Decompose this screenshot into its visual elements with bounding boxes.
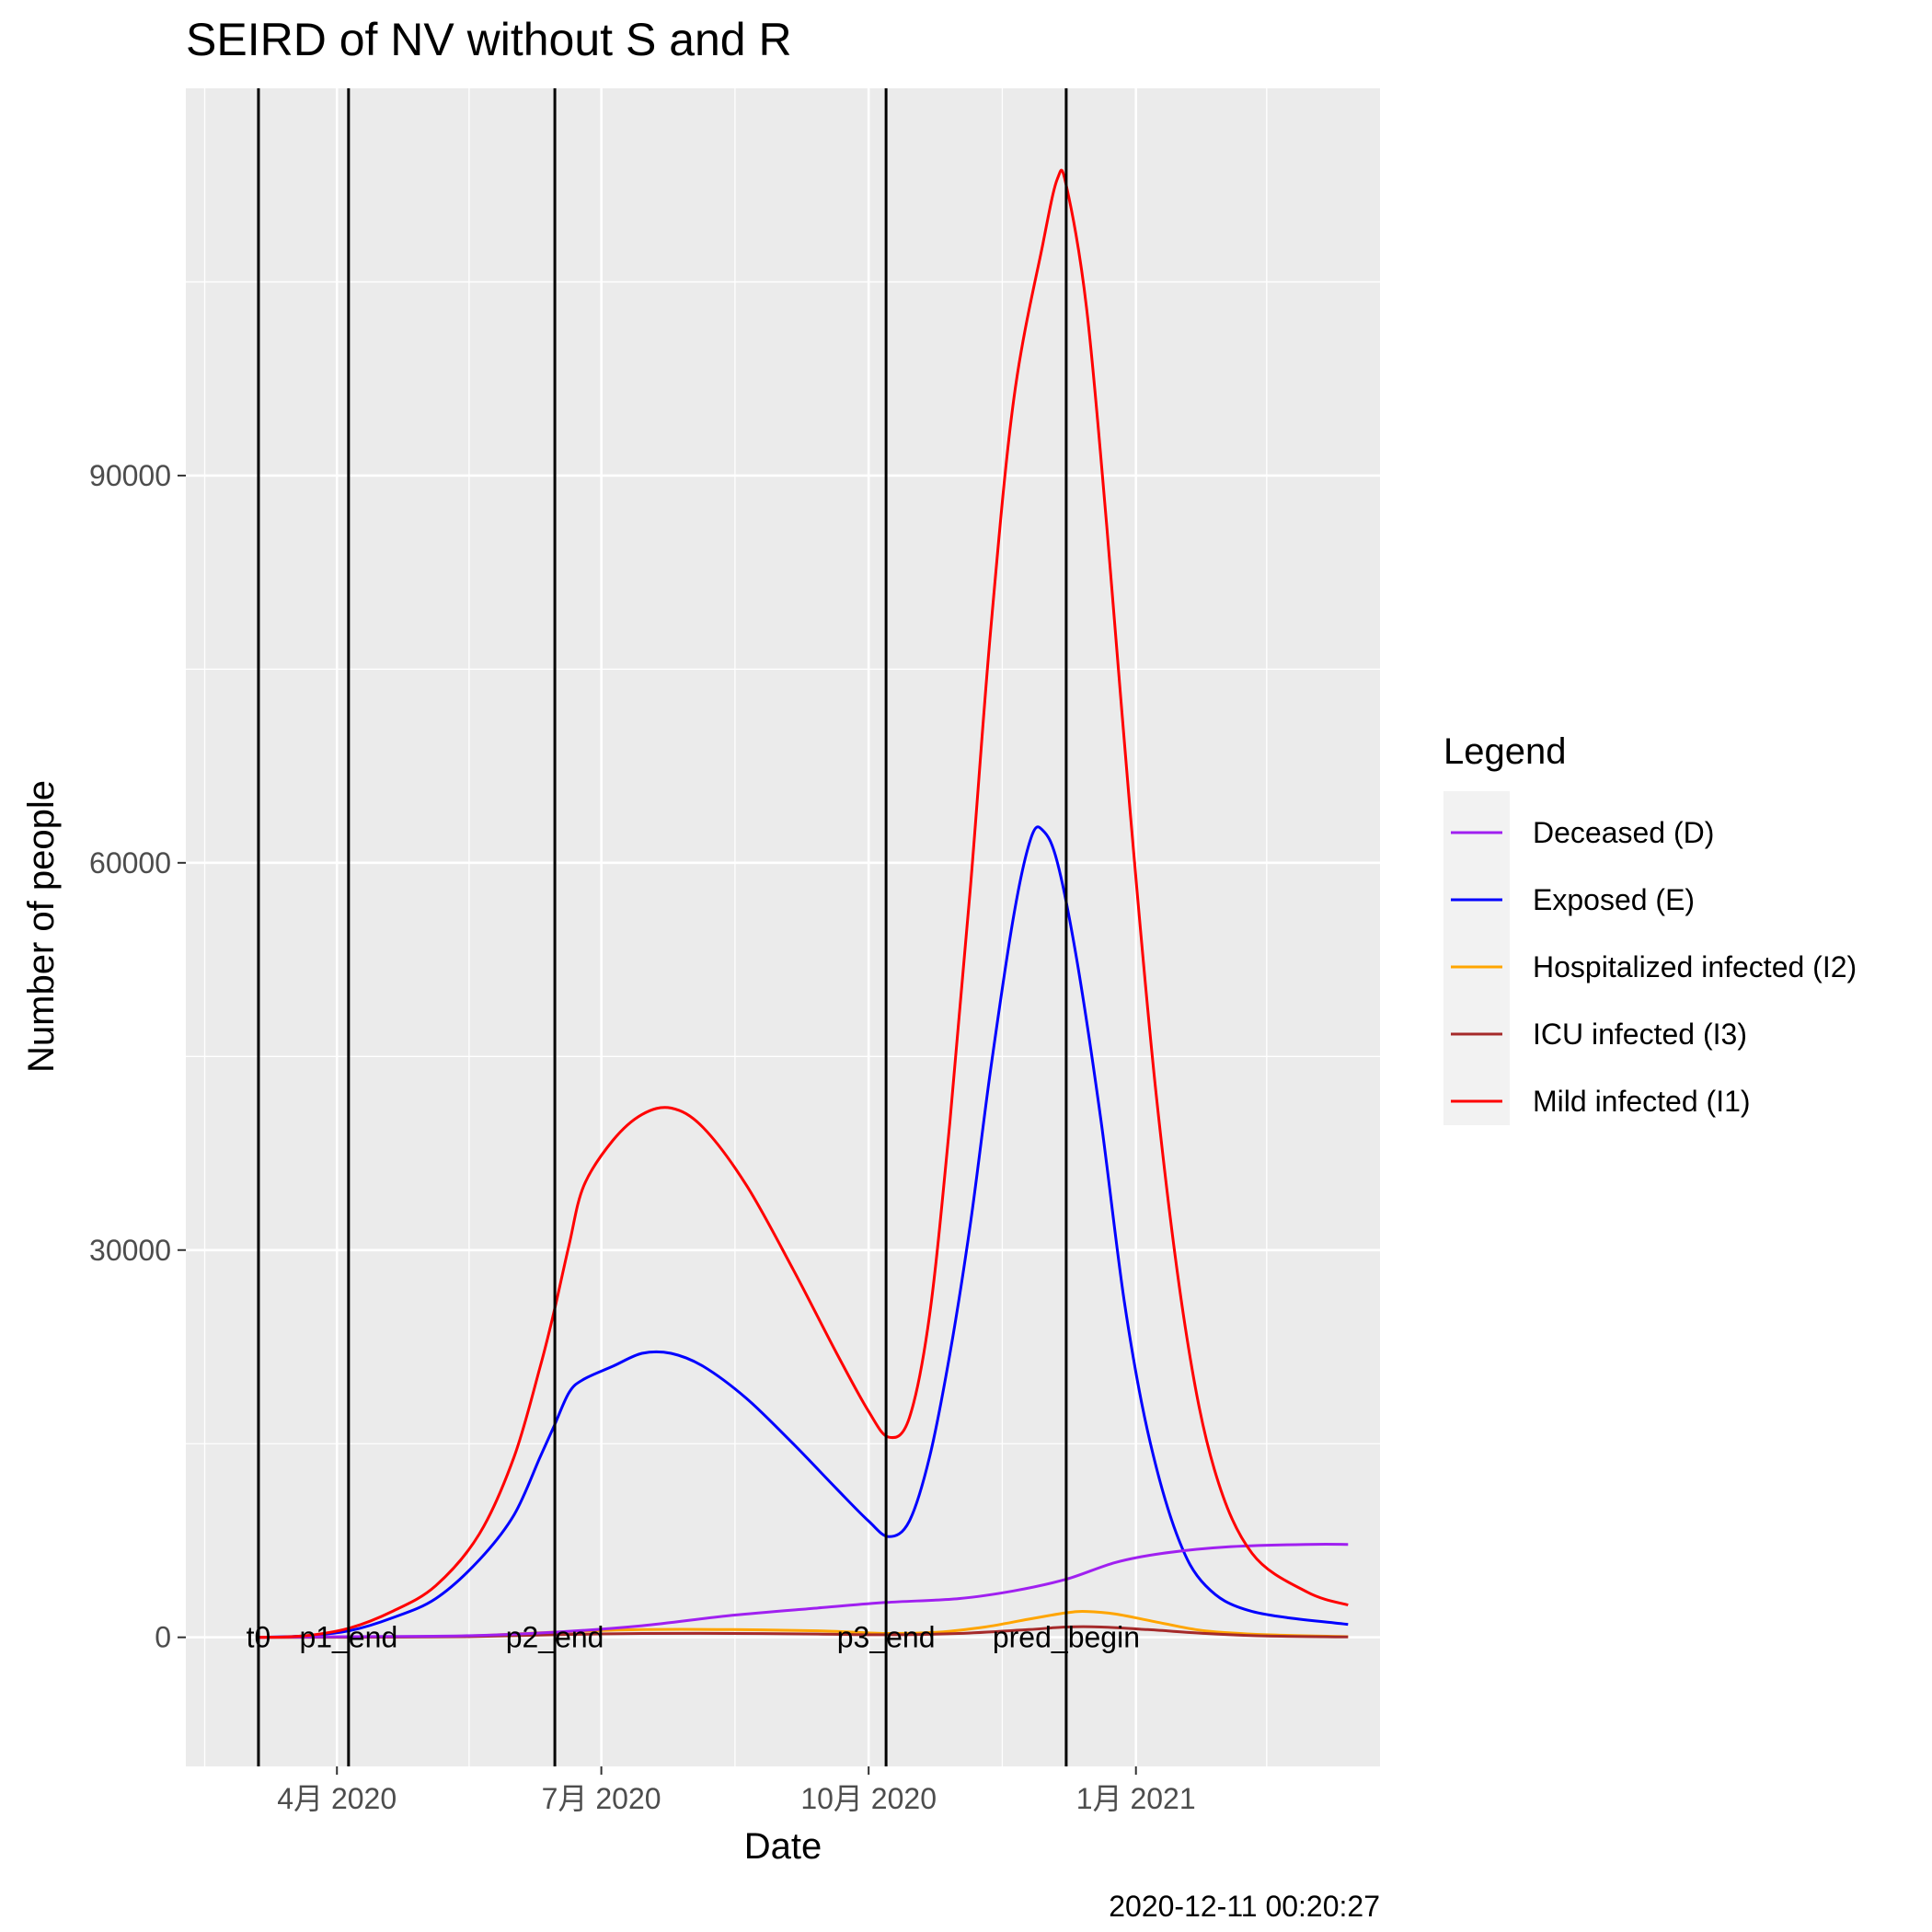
y-axis-title: Number of people xyxy=(21,780,62,1073)
y-tick-label: 0 xyxy=(155,1621,171,1654)
legend: Legend Deceased (D) Exposed (E) Hospitaliz… xyxy=(1443,731,1857,1125)
plot-panel xyxy=(186,88,1380,1766)
grid-minor xyxy=(186,88,1380,1766)
marker-label-p3-end: p3_end xyxy=(837,1621,936,1654)
x-axis: 4月 2020 7月 2020 10月 2020 1月 2021 xyxy=(277,1766,1196,1815)
x-tick-label: 4月 2020 xyxy=(277,1782,397,1815)
legend-item-label: Mild infected (I1) xyxy=(1533,1085,1751,1118)
legend-title: Legend xyxy=(1443,731,1566,772)
y-tick-label: 60000 xyxy=(89,846,171,880)
legend-key-background xyxy=(1443,791,1510,1125)
y-tick-label: 30000 xyxy=(89,1234,171,1267)
timestamp-caption: 2020-12-11 00:20:27 xyxy=(1109,1890,1380,1923)
series-line-mild-infected-i1 xyxy=(258,168,1349,1639)
legend-item-label: Hospitalized infected (I2) xyxy=(1533,950,1857,983)
legend-item-label: ICU infected (I3) xyxy=(1533,1018,1747,1051)
y-tick-label: 90000 xyxy=(89,459,171,492)
grid-major xyxy=(186,88,1380,1766)
vertical-markers: t0 p1_end p2_end p3_end pred_begin xyxy=(247,88,1140,1766)
y-axis: 0 30000 60000 90000 xyxy=(89,459,186,1654)
marker-label-t0: t0 xyxy=(247,1621,271,1654)
x-axis-title: Date xyxy=(744,1826,822,1867)
x-tick-label: 7月 2020 xyxy=(542,1782,661,1815)
chart-title: SEIRD of NV without S and R xyxy=(186,14,792,65)
marker-label-p2-end: p2_end xyxy=(506,1621,604,1654)
marker-label-pred-begin: pred_begin xyxy=(993,1621,1140,1654)
x-tick-label: 1月 2021 xyxy=(1076,1782,1196,1815)
legend-item-label: Exposed (E) xyxy=(1533,883,1695,916)
series-line-exposed-e xyxy=(258,825,1349,1639)
legend-item-label: Deceased (D) xyxy=(1533,816,1714,849)
marker-label-p1-end: p1_end xyxy=(299,1621,397,1654)
x-tick-label: 10月 2020 xyxy=(800,1782,937,1815)
